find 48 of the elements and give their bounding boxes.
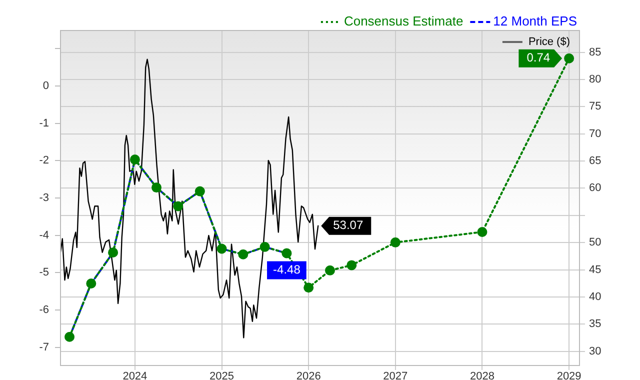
y2-tick-label: 60 [589, 182, 602, 194]
y2-tick-label: 40 [589, 290, 602, 303]
y-tick-label: -6 [39, 304, 49, 316]
x-tick-label: 2026 [296, 370, 321, 380]
x-tick-label: 2025 [210, 370, 234, 380]
point [282, 248, 292, 258]
x-tick-label: 2024 [122, 370, 148, 380]
point [260, 242, 270, 252]
point [238, 249, 248, 260]
point [304, 282, 314, 293]
y-tick-label: -7 [39, 341, 49, 354]
y2-tick-label: 30 [589, 345, 602, 358]
y-tick-label: -3 [39, 192, 49, 204]
y2-tick-label: 75 [589, 100, 602, 113]
point [324, 265, 335, 276]
y-tick-label: -4 [39, 229, 49, 242]
point [64, 332, 75, 342]
point [173, 201, 184, 212]
y2-tick-label: 80 [589, 74, 602, 86]
y2-tick-label: 70 [589, 128, 602, 140]
x-tick-label: 2027 [383, 370, 408, 380]
point [108, 248, 118, 258]
point [86, 278, 96, 288]
point [477, 226, 488, 237]
x-tick-label: 2029 [556, 370, 582, 380]
point [194, 186, 205, 196]
y-tick-label: -5 [39, 266, 49, 279]
x-tick-label: 2028 [470, 370, 494, 380]
data-label: -4.48 [273, 262, 301, 277]
y-tick-label: -2 [39, 154, 49, 167]
point [390, 237, 400, 248]
y2-tick-label: 65 [589, 155, 602, 168]
data-label: 0.74 [526, 50, 550, 65]
text: Price ($) [528, 36, 570, 48]
legend-label: 12 Month EPS [493, 14, 578, 29]
point [346, 260, 357, 270]
point [216, 244, 227, 254]
y2-tick-label: 85 [589, 46, 602, 58]
legend-label: Consensus Estimate [344, 14, 464, 29]
point [152, 182, 162, 193]
point [130, 154, 140, 165]
y-tick-label: -1 [39, 117, 49, 130]
y-tick-label: 0 [42, 80, 49, 92]
y2-tick-label: 45 [589, 264, 602, 276]
point [564, 53, 574, 64]
y2-tick-label: 50 [589, 236, 602, 249]
y2-tick-label: 35 [589, 318, 602, 330]
data-label: 53.07 [333, 218, 364, 232]
